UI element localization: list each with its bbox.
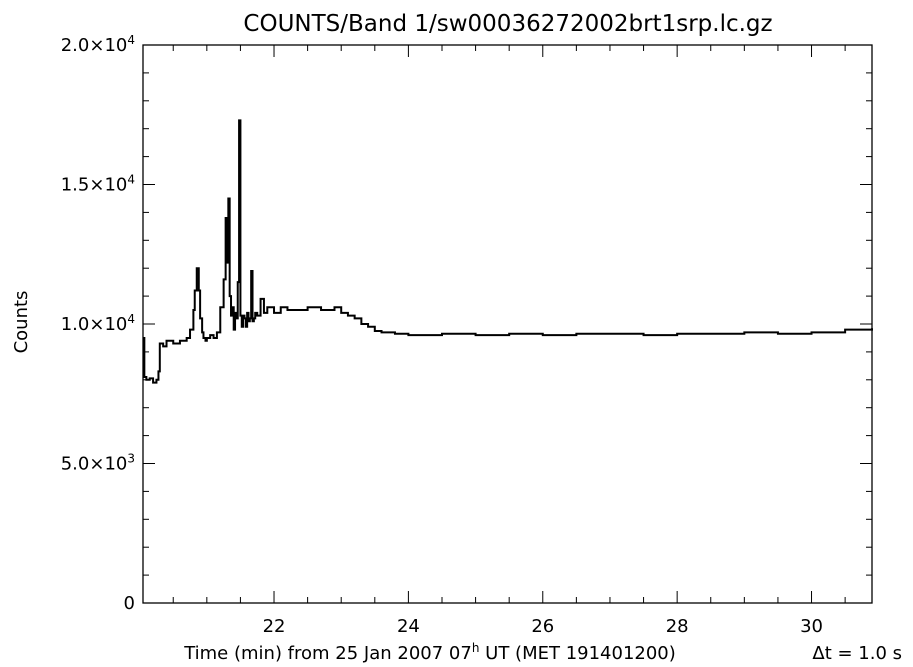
- y-axis-label: Counts: [11, 291, 32, 354]
- plot-frame: [142, 44, 873, 604]
- y-tick-label-exponent: 3: [127, 452, 135, 466]
- x-axis-label-superscript: h: [472, 641, 480, 655]
- y-tick-label-exponent: 4: [127, 312, 135, 326]
- x-axis-label-main: Time (min) from 25 Jan 2007 07: [183, 643, 472, 664]
- y-tick-label: 0: [124, 593, 135, 614]
- chart-title: COUNTS/Band 1/sw00036272002brt1srp.lc.gz: [243, 11, 772, 37]
- y-tick-label-exponent: 4: [127, 173, 135, 187]
- y-tick-label-exponent: 4: [127, 33, 135, 47]
- x-tick-label: 30: [800, 616, 823, 637]
- y-tick-label-base: 1.5×10: [61, 175, 128, 196]
- x-axis-label-tail: UT (MET 191401200): [479, 643, 675, 664]
- x-axis-label: Time (min) from 25 Jan 2007 07h UT (MET …: [183, 641, 676, 664]
- series-layer: [143, 119, 873, 384]
- axis-ticks: [143, 44, 872, 604]
- x-tick-label: 24: [397, 616, 420, 637]
- y-axis-label-group: Counts: [11, 291, 32, 354]
- x-tick-label: 22: [263, 616, 286, 637]
- x-tick-label: 26: [531, 616, 554, 637]
- light-curve-series-line: [143, 119, 873, 384]
- y-tick-label: 1.0×104: [61, 312, 135, 335]
- time-bin-label: Δt = 1.0 s: [812, 643, 902, 664]
- y-tick-label: 2.0×104: [61, 33, 135, 56]
- y-tick-label-base: 1.0×10: [61, 314, 128, 335]
- y-tick-label: 1.5×104: [61, 173, 135, 196]
- y-tick-label-base: 5.0×10: [61, 454, 128, 475]
- y-tick-label: 5.0×103: [61, 452, 135, 475]
- x-tick-label: 28: [666, 616, 689, 637]
- y-tick-label-base: 2.0×10: [61, 35, 128, 56]
